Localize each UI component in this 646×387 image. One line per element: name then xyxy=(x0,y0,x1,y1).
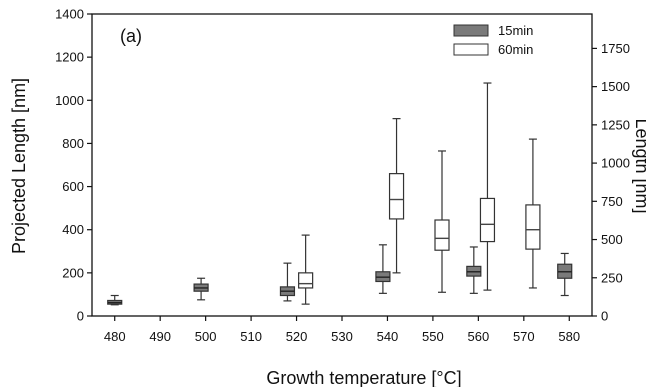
left-y-tick-label: 800 xyxy=(62,136,84,151)
right-y-tick-label: 0 xyxy=(601,309,608,324)
box-15min-518 xyxy=(279,262,296,302)
legend-label-15min: 15min xyxy=(498,23,533,38)
right-y-tick-label: 1000 xyxy=(601,156,630,171)
right-y-tick-label: 1250 xyxy=(601,117,630,132)
box-60min-542 xyxy=(388,118,405,274)
left-y-tick-label: 1200 xyxy=(55,50,84,65)
x-tick-label: 530 xyxy=(331,329,353,344)
right-y-tick-label: 1750 xyxy=(601,41,630,56)
box-iqr xyxy=(388,173,405,220)
x-tick-label: 570 xyxy=(513,329,535,344)
box-60min-552 xyxy=(434,150,450,293)
x-axis-title: Growth temperature [°C] xyxy=(266,368,461,387)
right-y-tick-label: 1500 xyxy=(601,79,630,94)
box-60min-572 xyxy=(525,138,541,289)
legend-swatch-15min xyxy=(453,24,489,37)
x-tick-label: 540 xyxy=(377,329,399,344)
legend-swatch-60min xyxy=(453,43,489,56)
right-y-tick-label: 500 xyxy=(601,232,623,247)
x-tick-label: 550 xyxy=(422,329,444,344)
left-y-tick-label: 400 xyxy=(62,222,84,237)
x-tick-label: 580 xyxy=(558,329,580,344)
box-15min-579 xyxy=(557,252,573,297)
x-tick-label: 480 xyxy=(104,329,126,344)
box-15min-499 xyxy=(193,277,209,301)
x-tick-label: 500 xyxy=(195,329,217,344)
chart-axes: 0 200 400 600 800 1000 1200 1400 0 250 500 750 1000 1… xyxy=(55,7,630,345)
plot-frame xyxy=(91,13,593,317)
box-15min-559 xyxy=(466,246,482,294)
box-15min-539 xyxy=(375,244,391,294)
left-y-tick-label: 600 xyxy=(62,179,84,194)
right-y-tick-label: 750 xyxy=(601,194,623,209)
box-60min-522 xyxy=(298,234,314,305)
x-tick-label: 490 xyxy=(149,329,171,344)
left-y-tick-label: 1400 xyxy=(55,7,84,22)
legend-label-60min: 60min xyxy=(498,42,533,57)
box-iqr xyxy=(434,219,450,251)
left-y-tick-label: 1000 xyxy=(55,93,84,108)
x-tick-label: 560 xyxy=(468,329,490,344)
box-series-layer xyxy=(107,82,573,306)
x-tick-label: 510 xyxy=(240,329,262,344)
panel-label: (a) xyxy=(120,26,142,46)
left-y-axis-title: Projected Length [nm] xyxy=(9,78,29,254)
right-y-axis-title: Length [nm] xyxy=(632,118,646,213)
box-60min-562 xyxy=(479,82,496,291)
left-y-tick-label: 200 xyxy=(62,265,84,280)
box-iqr xyxy=(479,197,496,243)
x-tick-label: 520 xyxy=(286,329,308,344)
box-15min-480 xyxy=(107,294,123,306)
box-iqr xyxy=(525,204,541,250)
box-iqr xyxy=(298,272,314,289)
left-y-tick-label: 0 xyxy=(77,309,84,324)
chart-legend: 15min 60min xyxy=(453,23,533,57)
right-y-tick-label: 250 xyxy=(601,270,623,285)
